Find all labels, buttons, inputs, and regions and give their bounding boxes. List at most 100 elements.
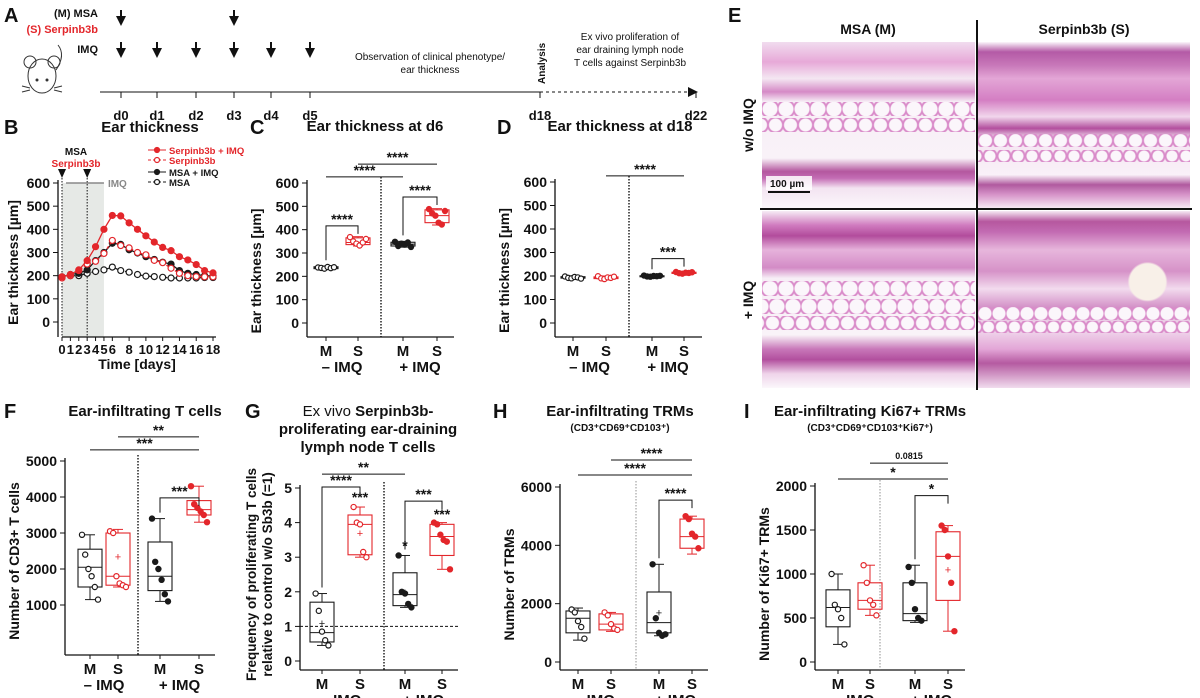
x-tick-label: 2	[75, 342, 82, 357]
data-point	[117, 212, 125, 220]
data-point	[81, 551, 89, 558]
data-point	[161, 591, 168, 598]
significance-label: ***	[415, 486, 432, 502]
data-point	[828, 570, 835, 578]
data-point	[692, 533, 699, 540]
y-tick-label: 3	[284, 549, 292, 565]
box	[392, 572, 418, 607]
timeline-day-label: d1	[149, 108, 164, 123]
y-tick-label: 3000	[26, 525, 57, 541]
analysis-label: Analysis	[537, 42, 548, 84]
imq-arrow-icon	[305, 42, 315, 58]
x-tick-label: 5	[100, 342, 107, 357]
scale-bar-label: 100 µm	[770, 179, 804, 190]
y-tick-label: 500	[784, 610, 808, 626]
data-point	[192, 260, 200, 269]
box	[77, 548, 103, 588]
significance-bracket	[321, 486, 361, 588]
chart-title-part: Serpinb3b-	[355, 403, 433, 420]
data-point	[948, 579, 955, 587]
group-label: S	[355, 676, 365, 693]
legend-label: Serpinb3b + IMQ	[169, 146, 244, 157]
y-tick-label: 500	[276, 198, 300, 214]
y-axis-label: Ear thickness [µm]	[248, 209, 264, 334]
data-point	[91, 267, 100, 276]
chart-title-line: lymph node T cells	[300, 439, 435, 456]
data-point	[175, 253, 184, 261]
data-point	[571, 609, 579, 616]
data-point	[175, 269, 184, 277]
group-label: S	[353, 343, 363, 360]
y-tick-label: 5	[284, 480, 292, 496]
data-point	[200, 511, 207, 519]
timeline-day-label: d2	[188, 108, 203, 123]
treatment-label: – IMQ	[569, 359, 610, 376]
imq-arrow-icon	[116, 42, 126, 58]
treatment-label: + IMQ	[403, 692, 445, 698]
y-tick-label: 4000	[26, 489, 57, 505]
data-point	[125, 244, 133, 252]
group-label: M	[399, 676, 412, 693]
data-point	[203, 519, 211, 526]
data-point	[873, 612, 880, 619]
data-point	[125, 219, 133, 227]
significance-label: ****	[641, 445, 663, 461]
box	[598, 613, 624, 631]
data-point	[318, 628, 326, 635]
data-point	[437, 531, 444, 538]
data-point	[951, 628, 958, 635]
y-tick-label: 100	[276, 292, 300, 308]
data-point	[91, 257, 100, 265]
mean-marker: +	[357, 528, 363, 540]
box	[825, 589, 851, 628]
y-tick-label: 400	[27, 221, 51, 237]
significance-label: ****	[387, 149, 409, 165]
treatment-label: + IMQ	[399, 359, 441, 376]
chart-title: Ear-infiltrating Ki67+ TRMs	[774, 403, 966, 420]
significance-label: ***	[434, 506, 451, 522]
data-point	[434, 521, 441, 528]
imq-arrow-label: IMQ	[108, 179, 127, 190]
panel-letter-g: G	[245, 401, 261, 423]
significance-label: ****	[354, 162, 376, 178]
timeline-arrowhead-icon	[688, 87, 698, 97]
data-point	[192, 272, 200, 281]
mean-marker: +	[319, 618, 325, 630]
data-point	[133, 225, 142, 233]
histology-msa-with-imq	[762, 211, 975, 388]
y-tick-label: 0	[544, 654, 552, 670]
chart-title: Ear thickness at d18	[547, 118, 692, 135]
group-label: S	[437, 676, 447, 693]
data-point	[91, 583, 99, 591]
data-point	[944, 553, 952, 560]
data-point	[695, 545, 702, 552]
box	[902, 582, 928, 622]
data-point	[117, 266, 125, 275]
chart-subtitle: (CD3⁺CD69⁺CD103⁺)	[570, 423, 669, 434]
panel-letter-c: C	[250, 117, 264, 139]
data-point	[346, 233, 354, 241]
significance-label: *	[402, 537, 408, 553]
data-point	[155, 565, 162, 573]
data-point	[66, 270, 74, 279]
data-point	[164, 598, 172, 605]
histology-divider-horizontal	[760, 208, 1192, 210]
data-point	[100, 249, 108, 258]
y-axis-label: Number of TRMs	[501, 528, 517, 640]
y-tick-label: 0	[42, 314, 50, 330]
data-point	[574, 617, 582, 625]
data-point	[604, 612, 612, 619]
data-point	[360, 548, 367, 556]
data-point	[860, 562, 867, 569]
group-label: S	[943, 676, 953, 693]
treatment-label: + IMQ	[159, 677, 201, 694]
msa-label: (M) MSA	[54, 8, 98, 20]
data-point	[350, 503, 357, 511]
data-point	[652, 615, 660, 622]
y-tick-label: 1500	[776, 522, 807, 538]
x-tick-label: 10	[139, 342, 153, 357]
data-point	[656, 272, 664, 279]
